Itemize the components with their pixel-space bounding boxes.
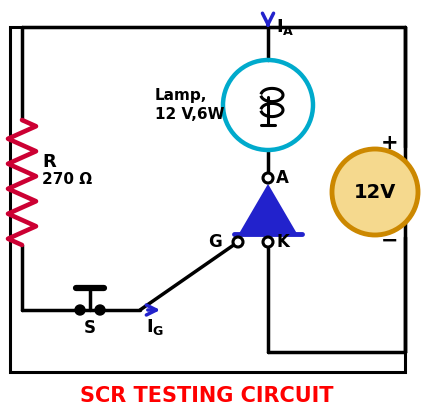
Text: R: R xyxy=(42,153,56,171)
Text: G: G xyxy=(208,233,222,251)
Text: SCR TESTING CIRCUIT: SCR TESTING CIRCUIT xyxy=(80,386,334,406)
Circle shape xyxy=(332,149,418,235)
Text: $\mathbf{I_A}$: $\mathbf{I_A}$ xyxy=(276,17,294,37)
Text: Lamp,
12 V,6W: Lamp, 12 V,6W xyxy=(155,88,225,122)
Circle shape xyxy=(95,305,105,315)
Text: +: + xyxy=(381,133,399,153)
Text: A: A xyxy=(276,169,289,187)
Circle shape xyxy=(75,305,85,315)
Text: −: − xyxy=(381,231,399,251)
Circle shape xyxy=(233,237,243,247)
Text: 270 Ω: 270 Ω xyxy=(42,173,92,187)
Text: $\mathbf{I_G}$: $\mathbf{I_G}$ xyxy=(146,317,164,337)
Polygon shape xyxy=(240,186,296,234)
Circle shape xyxy=(263,237,273,247)
Text: 12V: 12V xyxy=(354,183,396,202)
Text: S: S xyxy=(84,319,96,337)
Circle shape xyxy=(263,173,273,183)
Bar xyxy=(10,27,405,372)
Text: K: K xyxy=(276,233,289,251)
